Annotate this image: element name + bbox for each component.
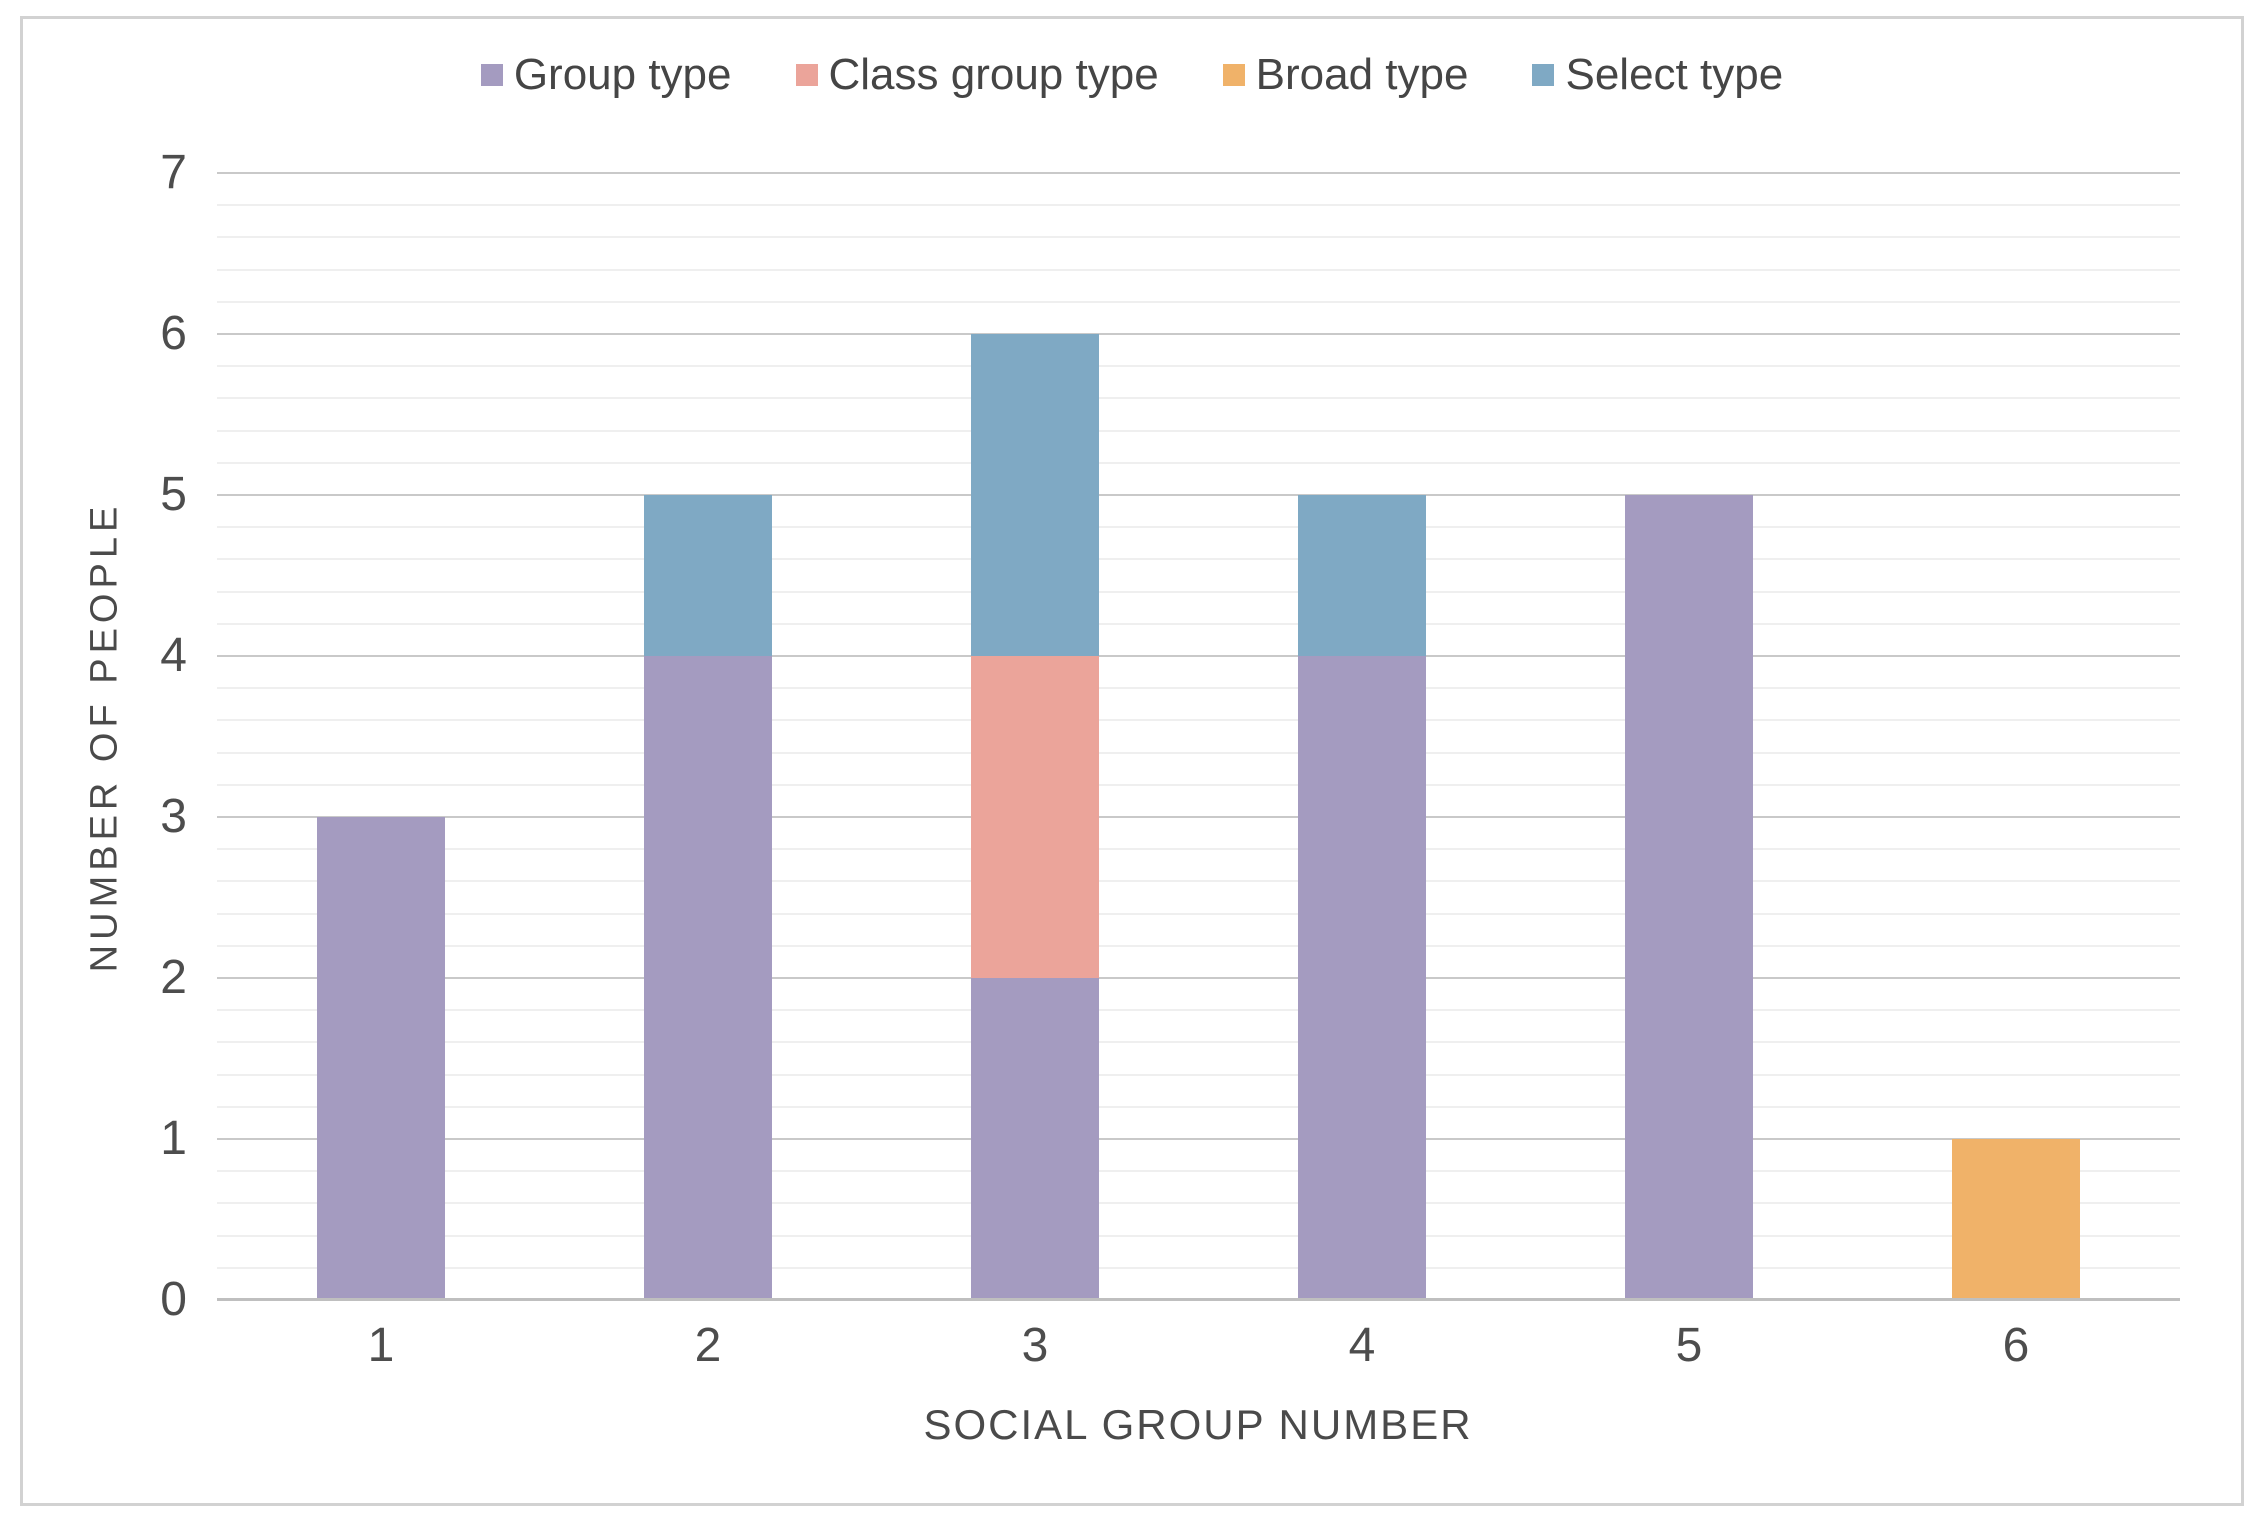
minor-gridline-2.8 bbox=[217, 848, 2180, 850]
legend-label-class-group-type: Class group type bbox=[828, 50, 1159, 99]
y-tick-label-4: 4 bbox=[160, 629, 187, 682]
legend-item-class-group-type: Class group type bbox=[795, 50, 1159, 100]
legend-item-select-type: Select type bbox=[1532, 50, 1783, 100]
bar-2-segment-select-type bbox=[644, 495, 772, 656]
y-tick-label-7: 7 bbox=[160, 146, 187, 199]
bar-1-segment-group-type bbox=[317, 817, 445, 1300]
major-gridline-2.0 bbox=[217, 977, 2180, 979]
bar-3-segment-select-type bbox=[971, 334, 1099, 656]
minor-gridline-6.2 bbox=[217, 301, 2180, 303]
x-tick-label-2: 2 bbox=[694, 1319, 722, 1372]
minor-gridline-1.2 bbox=[217, 1106, 2180, 1108]
y-axis-title: NUMBER OF PEOPLE bbox=[83, 501, 126, 973]
major-gridline-1.0 bbox=[217, 1138, 2180, 1140]
x-axis-title: SOCIAL GROUP NUMBER bbox=[923, 1401, 1473, 1448]
major-gridline-7.0 bbox=[217, 172, 2180, 174]
legend: Group type Class group type Broad type Sele… bbox=[0, 50, 2264, 100]
minor-gridline-1.6 bbox=[217, 1041, 2180, 1043]
major-gridline-4.0 bbox=[217, 655, 2180, 657]
x-tick-label-4: 4 bbox=[1348, 1319, 1376, 1372]
major-gridline-6.0 bbox=[217, 333, 2180, 335]
legend-swatch-broad-type bbox=[1222, 64, 1245, 86]
minor-gridline-1.8 bbox=[217, 1009, 2180, 1011]
legend-item-broad-type: Broad type bbox=[1222, 50, 1469, 100]
minor-gridline-4.8 bbox=[217, 526, 2180, 528]
x-tick-label-6: 6 bbox=[2002, 1319, 2030, 1372]
minor-gridline-2.2 bbox=[217, 945, 2180, 947]
legend-swatch-select-type bbox=[1532, 64, 1555, 86]
minor-gridline-1.4 bbox=[217, 1074, 2180, 1076]
minor-gridline-2.6 bbox=[217, 880, 2180, 882]
minor-gridline-0.2 bbox=[217, 1267, 2180, 1269]
minor-gridline-3.8 bbox=[217, 687, 2180, 689]
x-axis-line bbox=[217, 1298, 2180, 1301]
bar-3-segment-group-type bbox=[971, 978, 1099, 1300]
bar-5-segment-group-type bbox=[1625, 495, 1753, 1300]
minor-gridline-0.8 bbox=[217, 1170, 2180, 1172]
minor-gridline-6.4 bbox=[217, 269, 2180, 271]
bar-4-segment-group-type bbox=[1298, 656, 1426, 1300]
bar-3-segment-class-group-type bbox=[971, 656, 1099, 978]
legend-swatch-group-type bbox=[480, 64, 503, 86]
minor-gridline-6.6 bbox=[217, 236, 2180, 238]
minor-gridline-6.8 bbox=[217, 204, 2180, 206]
minor-gridline-3.6 bbox=[217, 719, 2180, 721]
legend-item-group-type: Group type bbox=[480, 50, 732, 100]
minor-gridline-3.4 bbox=[217, 752, 2180, 754]
bar-6-segment-broad-type bbox=[1952, 1139, 2080, 1300]
minor-gridline-5.8 bbox=[217, 365, 2180, 367]
y-tick-label-0: 0 bbox=[160, 1273, 187, 1326]
y-tick-label-5: 5 bbox=[160, 468, 187, 521]
major-gridline-5.0 bbox=[217, 494, 2180, 496]
y-tick-label-6: 6 bbox=[160, 307, 187, 360]
legend-label-broad-type: Broad type bbox=[1255, 50, 1469, 99]
bar-2-segment-group-type bbox=[644, 656, 772, 1300]
minor-gridline-5.2 bbox=[217, 462, 2180, 464]
legend-label-group-type: Group type bbox=[513, 50, 732, 99]
minor-gridline-0.6 bbox=[217, 1202, 2180, 1204]
minor-gridline-3.2 bbox=[217, 784, 2180, 786]
y-tick-label-1: 1 bbox=[160, 1112, 187, 1165]
y-tick-label-3: 3 bbox=[160, 790, 187, 843]
minor-gridline-4.4 bbox=[217, 591, 2180, 593]
minor-gridline-2.4 bbox=[217, 913, 2180, 915]
y-tick-label-2: 2 bbox=[160, 951, 187, 1004]
minor-gridline-4.2 bbox=[217, 623, 2180, 625]
minor-gridline-0.4 bbox=[217, 1235, 2180, 1237]
legend-label-select-type: Select type bbox=[1565, 50, 1784, 99]
x-tick-label-5: 5 bbox=[1675, 1319, 1703, 1372]
bar-4-segment-select-type bbox=[1298, 495, 1426, 656]
plot-area: 0 1 2 3 4 5 6 7 1 2 3 4 5 6 bbox=[160, 147, 2180, 1372]
major-gridline-3.0 bbox=[217, 816, 2180, 818]
legend-swatch-class-group-type bbox=[795, 64, 818, 86]
minor-gridline-4.6 bbox=[217, 558, 2180, 560]
x-tick-label-3: 3 bbox=[1021, 1319, 1049, 1372]
minor-gridline-5.6 bbox=[217, 397, 2180, 399]
x-tick-label-1: 1 bbox=[367, 1319, 395, 1372]
minor-gridline-5.4 bbox=[217, 430, 2180, 432]
